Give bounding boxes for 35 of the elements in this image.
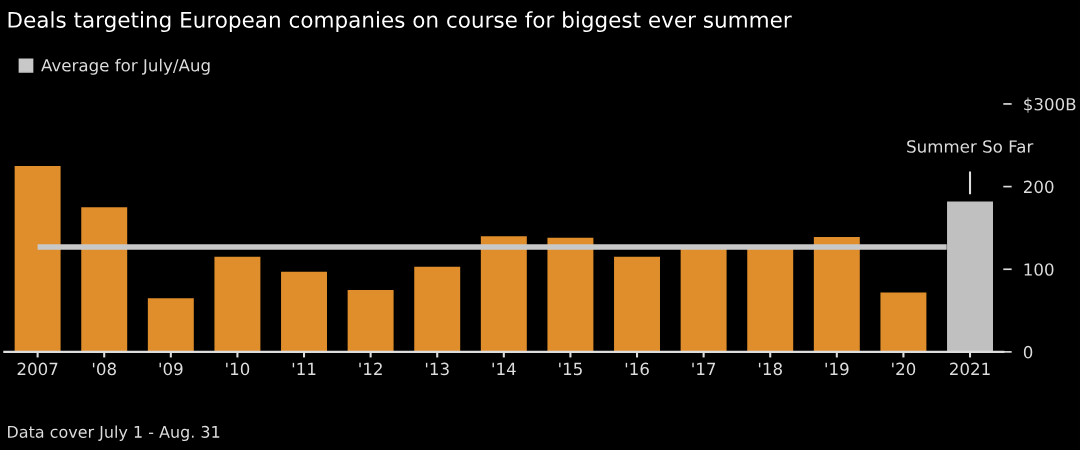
x-tick-label: '12	[359, 362, 382, 375]
x-tick-label: '14	[492, 362, 516, 375]
bar	[214, 256, 261, 352]
bar	[547, 237, 594, 352]
y-tick-label: $300B	[1024, 97, 1076, 113]
y-tick-label: 200	[1023, 180, 1054, 194]
x-tick-label: 2007	[17, 362, 58, 376]
x-tick-label: '19	[825, 362, 849, 376]
x-tick-label: '16	[625, 362, 649, 376]
x-tick-label: '08	[92, 362, 116, 376]
bar	[81, 207, 128, 352]
bar	[880, 292, 927, 352]
y-tick-label: 100	[1024, 263, 1054, 276]
bar	[281, 271, 327, 352]
x-tick-label: '11	[292, 362, 316, 375]
x-tick-label: 2021	[950, 362, 990, 376]
x-tick-label: '09	[159, 362, 183, 376]
x-tick-label: '17	[692, 362, 716, 375]
legend-label: Average for July/Aug	[41, 58, 210, 75]
bar	[480, 236, 527, 352]
x-tick-label: '15	[559, 362, 582, 376]
bar	[14, 165, 61, 352]
chart-title: Deals targeting European companies on course for biggest ever summer	[8, 11, 792, 33]
x-tick-label: '18	[758, 362, 782, 376]
x-tick-label: '10	[226, 362, 250, 376]
bar	[414, 266, 461, 352]
bar	[614, 256, 660, 352]
bar	[347, 289, 394, 352]
x-tick-label: '13	[425, 362, 449, 376]
annotation: Summer So Far	[907, 140, 1034, 153]
x-tick-label: '20	[892, 362, 916, 376]
text: Data cover July 1 - Aug. 31	[8, 425, 220, 441]
bar	[813, 237, 860, 352]
y-tick-label: 0	[1023, 345, 1033, 359]
bar	[147, 298, 194, 352]
